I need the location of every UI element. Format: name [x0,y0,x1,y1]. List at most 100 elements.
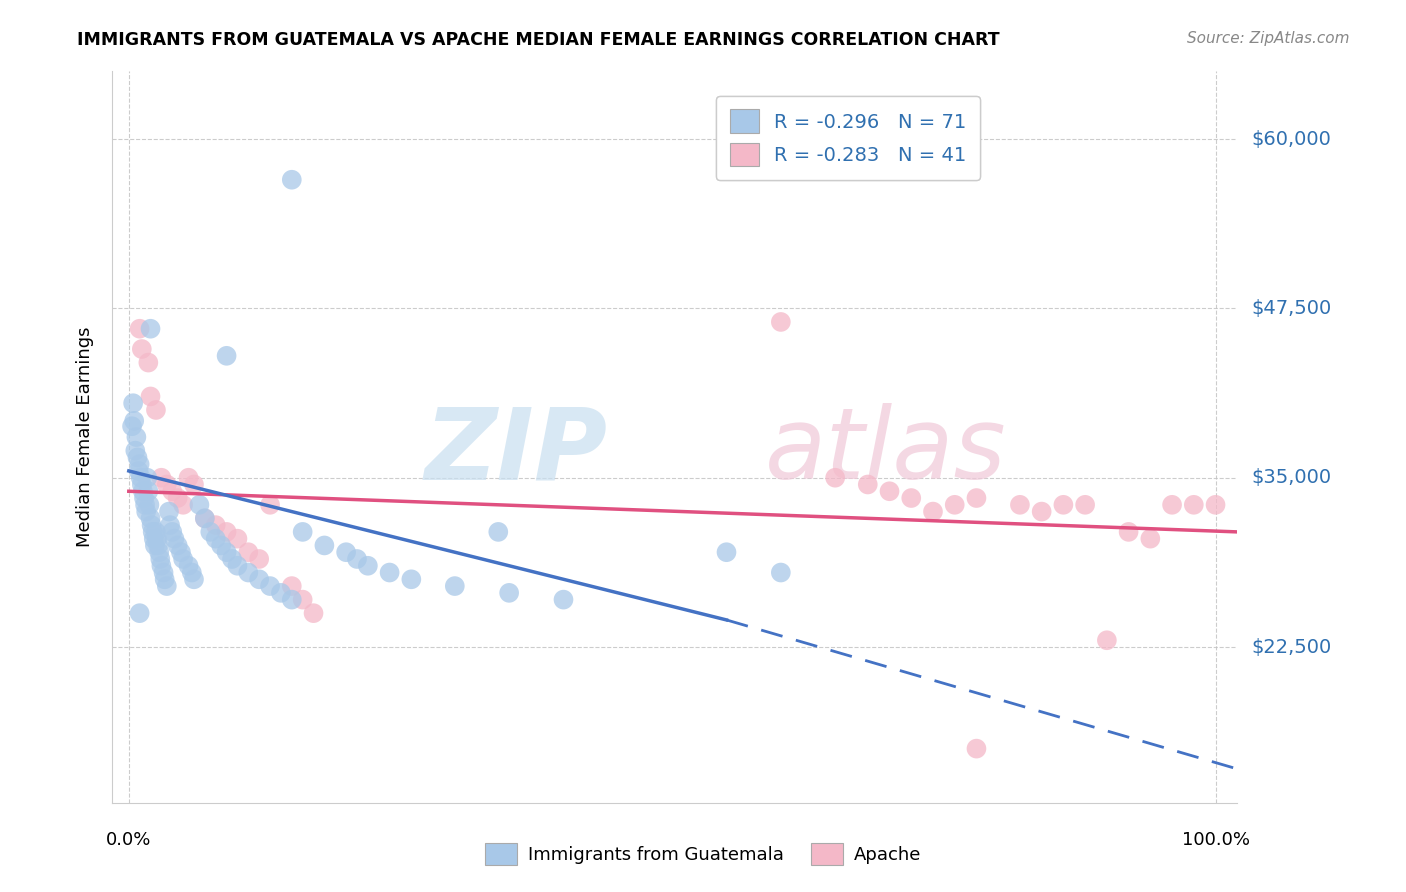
Point [769,315,792,329]
Text: $60,000: $60,000 [1251,129,1331,149]
Point [204,532,226,546]
Point [138,484,160,499]
Point [226,532,249,546]
Point [153,572,176,586]
Point [166,538,188,552]
Text: IMMIGRANTS FROM GUATEMALA VS APACHE MEDIAN FEMALE EARNINGS CORRELATION CHART: IMMIGRANTS FROM GUATEMALA VS APACHE MEDI… [77,31,1000,49]
Point [716,545,738,559]
Point [824,471,846,485]
Point [156,579,179,593]
Point [142,524,165,539]
Point [146,538,169,552]
Point [136,471,159,485]
Y-axis label: Median Female Earnings: Median Female Earnings [76,326,94,548]
Point [1139,532,1161,546]
Point [1118,524,1140,539]
Point [965,741,987,756]
Point [172,498,194,512]
Point [134,498,156,512]
Point [769,566,792,580]
Point [125,430,148,444]
Point [152,566,174,580]
Point [142,532,165,546]
Point [162,484,184,499]
Point [302,606,325,620]
Point [247,552,270,566]
Point [346,552,368,566]
Point [281,579,304,593]
Point [128,464,150,478]
Point [139,511,162,525]
Point [965,491,987,505]
Point [259,579,281,593]
Point [1182,498,1205,512]
Point [128,606,150,620]
Point [291,524,314,539]
Point [378,566,401,580]
Point [170,545,193,559]
Point [204,518,226,533]
Point [1008,498,1031,512]
Point [900,491,922,505]
Point [121,419,143,434]
Point [150,471,173,485]
Point [132,491,155,505]
Point [124,443,146,458]
Point [177,558,200,573]
Text: $22,500: $22,500 [1251,638,1331,657]
Point [335,545,357,559]
Point [1052,498,1074,512]
Point [145,403,167,417]
Point [149,552,172,566]
Point [163,532,186,546]
Point [122,396,145,410]
Point [132,484,155,499]
Point [215,545,238,559]
Point [135,505,157,519]
Point [553,592,575,607]
Point [141,518,163,533]
Point [183,572,205,586]
Point [194,511,217,525]
Point [166,491,188,505]
Point [188,498,211,512]
Text: Source: ZipAtlas.com: Source: ZipAtlas.com [1187,31,1350,46]
Point [879,484,901,499]
Point [281,592,304,607]
Text: 100.0%: 100.0% [1181,830,1250,848]
Point [172,552,194,566]
Point [177,471,200,485]
Point [238,545,260,559]
Text: 0.0%: 0.0% [105,830,152,848]
Point [139,389,162,403]
Point [215,349,238,363]
Point [314,538,336,552]
Point [238,566,260,580]
Legend: R = -0.296   N = 71, R = -0.283   N = 41: R = -0.296 N = 71, R = -0.283 N = 41 [716,95,980,180]
Text: atlas: atlas [765,403,1007,500]
Point [1095,633,1118,648]
Point [146,532,169,546]
Point [159,518,181,533]
Point [1074,498,1097,512]
Point [145,524,167,539]
Point [122,414,145,428]
Point [156,477,179,491]
Point [131,342,153,356]
Point [128,322,150,336]
Point [215,524,238,539]
Text: $47,500: $47,500 [1251,299,1331,318]
Point [259,498,281,512]
Point [357,558,380,573]
Point [139,322,162,336]
Point [443,579,465,593]
Point [127,450,149,465]
Point [148,545,170,559]
Point [291,592,314,607]
Point [138,498,160,512]
Point [128,457,150,471]
Point [1205,498,1227,512]
Point [131,477,153,491]
Point [162,524,184,539]
Point [281,172,304,186]
